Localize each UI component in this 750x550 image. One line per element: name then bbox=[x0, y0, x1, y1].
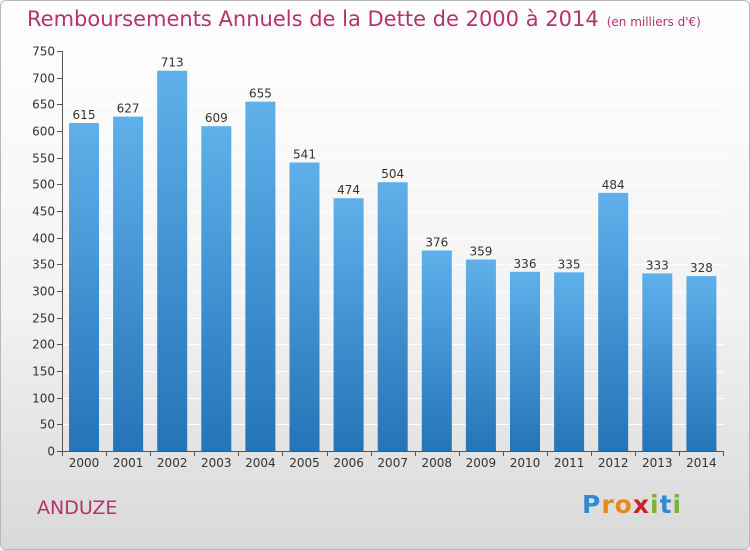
x-tick-label: 2011 bbox=[554, 456, 585, 470]
bar bbox=[554, 272, 585, 451]
commune-name: ANDUZE bbox=[37, 497, 118, 519]
bar bbox=[113, 116, 144, 451]
bar bbox=[465, 259, 496, 451]
x-tick-label: 2009 bbox=[466, 456, 497, 470]
x-tick-label: 2006 bbox=[333, 456, 364, 470]
y-tick-label: 300 bbox=[32, 285, 55, 299]
x-tick-label: 2014 bbox=[686, 456, 717, 470]
bar bbox=[377, 182, 408, 451]
y-tick-label: 50 bbox=[40, 418, 55, 432]
y-tick-label: 750 bbox=[32, 45, 55, 59]
logo-letter: i bbox=[672, 490, 683, 519]
y-tick-label: 250 bbox=[32, 312, 55, 326]
value-label: 713 bbox=[161, 56, 184, 70]
value-label: 655 bbox=[249, 87, 272, 101]
y-tick-label: 100 bbox=[32, 392, 55, 406]
bar bbox=[510, 271, 540, 451]
value-label: 335 bbox=[558, 257, 581, 271]
bar bbox=[69, 123, 99, 451]
proxiti-logo[interactable]: Proxiti bbox=[582, 490, 682, 519]
value-label: 615 bbox=[73, 108, 96, 122]
y-tick-label: 400 bbox=[32, 232, 55, 246]
value-label: 627 bbox=[117, 102, 140, 116]
bar bbox=[201, 126, 232, 451]
y-tick-label: 0 bbox=[47, 445, 55, 459]
chart-title: Remboursements Annuels de la Dette de 20… bbox=[27, 7, 599, 31]
bar bbox=[157, 70, 188, 451]
logo-letter: i bbox=[650, 490, 660, 519]
y-tick-label: 450 bbox=[32, 205, 55, 219]
value-label: 504 bbox=[381, 167, 404, 181]
x-tick-label: 2013 bbox=[642, 456, 673, 470]
value-label: 474 bbox=[337, 183, 360, 197]
value-label: 336 bbox=[514, 257, 537, 271]
x-tick-label: 2005 bbox=[289, 456, 320, 470]
value-label: 609 bbox=[205, 111, 228, 125]
logo-letter: r bbox=[601, 490, 615, 519]
logo-letter: t bbox=[659, 490, 673, 519]
title-row: Remboursements Annuels de la Dette de 20… bbox=[27, 7, 701, 31]
y-tick-label: 350 bbox=[32, 258, 55, 272]
x-tick-label: 2002 bbox=[157, 456, 188, 470]
value-label: 376 bbox=[425, 235, 448, 249]
x-tick-label: 2000 bbox=[69, 456, 100, 470]
x-tick-label: 2003 bbox=[201, 456, 232, 470]
value-labels: 615 627 713 609 655 541 474 504 376 359 336 335 484 3… bbox=[73, 56, 713, 275]
bar bbox=[686, 276, 717, 451]
y-tick-labels: 0 50 100 150 200 250 300 350 400 450 500 550 600 650 7… bbox=[32, 45, 55, 459]
x-tick-label: 2012 bbox=[598, 456, 629, 470]
value-label: 359 bbox=[469, 245, 492, 259]
logo-letter: x bbox=[632, 490, 650, 519]
value-label: 333 bbox=[646, 258, 669, 272]
value-label: 484 bbox=[602, 178, 625, 192]
y-tick-label: 650 bbox=[32, 98, 55, 112]
bars bbox=[69, 70, 717, 452]
y-tick-label: 700 bbox=[32, 72, 55, 86]
y-tick-label: 550 bbox=[32, 152, 55, 166]
logo-letter: P bbox=[582, 490, 602, 519]
bar bbox=[598, 192, 629, 451]
y-tick-label: 600 bbox=[32, 125, 55, 139]
bar bbox=[333, 198, 364, 451]
y-tick-label: 200 bbox=[32, 338, 55, 352]
value-label: 328 bbox=[690, 261, 713, 275]
y-tick-label: 500 bbox=[32, 178, 55, 192]
x-tick-label: 2004 bbox=[245, 456, 276, 470]
y-tick-label: 150 bbox=[32, 365, 55, 379]
x-tick-labels: 2000 2001 2002 2003 2004 2005 2006 2007 2008 2009… bbox=[69, 456, 717, 470]
bar bbox=[642, 273, 673, 451]
axes bbox=[57, 51, 724, 456]
x-tick-label: 2001 bbox=[113, 456, 144, 470]
bar bbox=[245, 101, 276, 452]
x-tick-label: 2010 bbox=[510, 456, 541, 470]
logo-letter: o bbox=[614, 490, 633, 519]
value-label: 541 bbox=[293, 147, 316, 161]
bar bbox=[421, 250, 452, 451]
chart-subtitle: (en milliers d'€) bbox=[606, 15, 701, 29]
x-tick-label: 2008 bbox=[422, 456, 453, 470]
x-tick-label: 2007 bbox=[377, 456, 408, 470]
bar bbox=[289, 162, 320, 451]
